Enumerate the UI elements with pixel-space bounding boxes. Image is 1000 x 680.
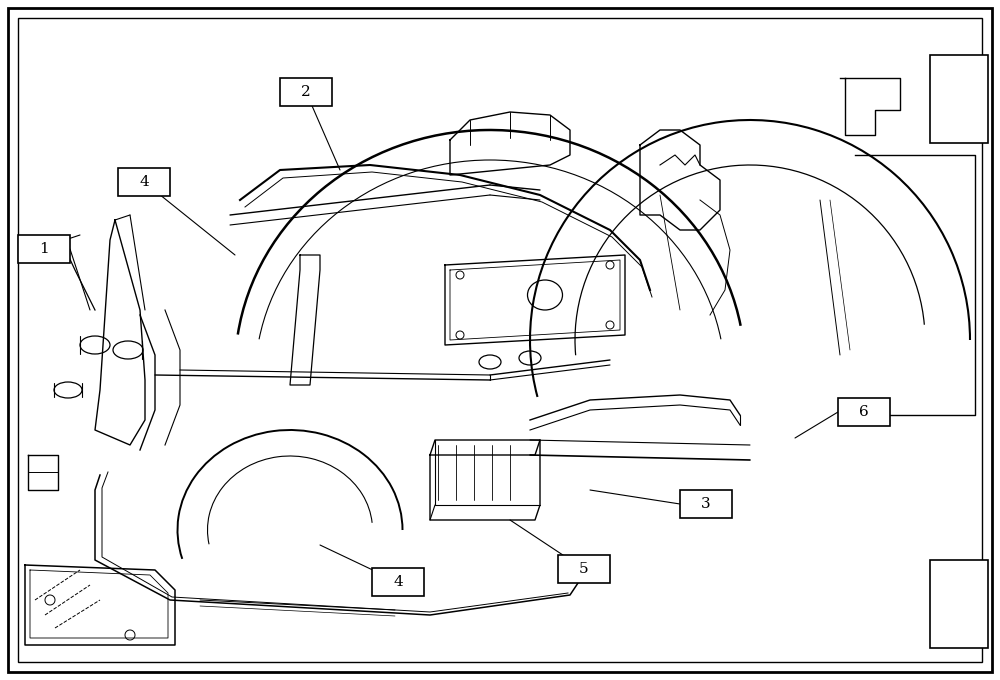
Bar — [930, 560, 988, 648]
Text: 1: 1 — [39, 242, 49, 256]
Text: 4: 4 — [393, 575, 403, 589]
Text: 5: 5 — [579, 562, 589, 576]
Text: 4: 4 — [139, 175, 149, 189]
Text: 2: 2 — [301, 85, 311, 99]
Bar — [118, 168, 170, 196]
Bar — [558, 555, 610, 583]
Bar — [18, 235, 70, 263]
Bar — [930, 55, 988, 143]
Bar — [838, 398, 890, 426]
Bar — [680, 490, 732, 518]
Bar — [280, 78, 332, 106]
Text: 3: 3 — [701, 497, 711, 511]
Text: 6: 6 — [859, 405, 869, 419]
Bar — [372, 568, 424, 596]
